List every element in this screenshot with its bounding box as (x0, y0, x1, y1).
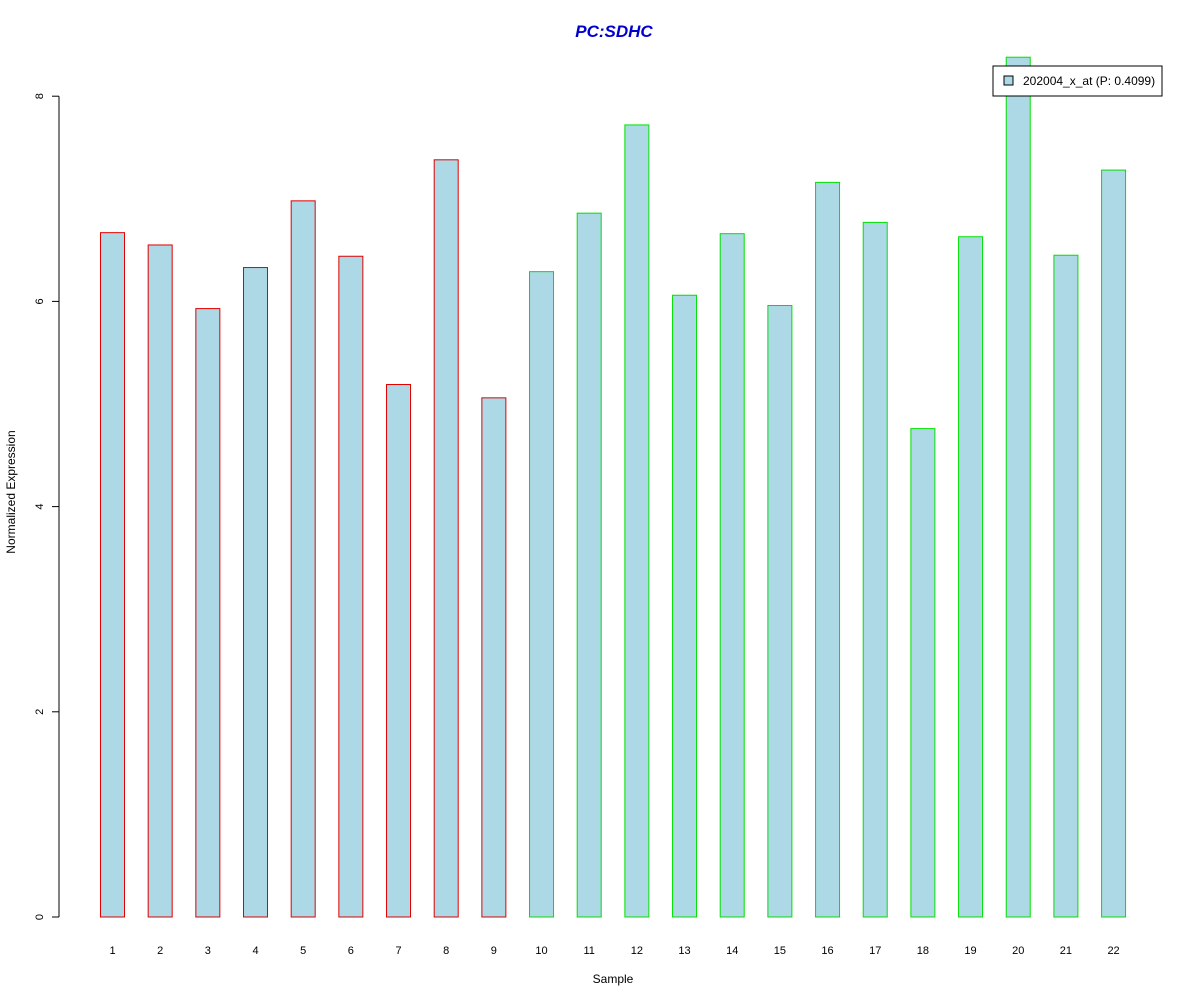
bar (815, 181, 841, 918)
bar (767, 305, 793, 918)
x-tick-label: 6 (348, 945, 354, 957)
x-axis-tick-labels: 1 2 3 4 5 6 7 8 9 10 11 12 13 14 15 16 17 18 19 20 21 22 (109, 945, 1119, 957)
bar (910, 428, 936, 918)
x-tick-label: 15 (774, 945, 786, 957)
x-tick-label: 3 (205, 945, 211, 957)
bar (1005, 56, 1031, 918)
bar (481, 397, 507, 918)
x-tick-label: 19 (964, 945, 976, 957)
bar (195, 308, 221, 918)
y-tick-label: 8 (34, 93, 46, 99)
bar (624, 124, 650, 918)
x-tick-label: 11 (583, 945, 594, 957)
x-tick-label: 12 (631, 945, 643, 957)
bar (1053, 254, 1079, 918)
y-tick-label: 4 (34, 504, 46, 510)
legend-swatch (1003, 75, 1014, 86)
y-tick-label: 2 (34, 709, 46, 715)
x-tick-label: 9 (491, 945, 497, 957)
x-tick-label: 18 (917, 945, 929, 957)
bar (243, 267, 269, 918)
y-tick-label: 6 (34, 298, 46, 304)
x-tick-label: 14 (726, 945, 738, 957)
bar (147, 244, 173, 918)
bar (290, 200, 316, 918)
x-tick-label: 7 (395, 945, 401, 957)
x-tick-label: 1 (109, 945, 115, 957)
y-axis-label: Normalized Expression (4, 430, 18, 553)
bar (338, 255, 364, 918)
bar (386, 384, 412, 918)
bar (719, 233, 745, 918)
x-tick-label: 2 (157, 945, 163, 957)
legend-label: 202004_x_at (P: 0.4099) (1023, 74, 1155, 88)
bar (862, 221, 888, 918)
bar (100, 232, 125, 918)
bar (958, 236, 984, 918)
x-tick-label: 13 (678, 945, 690, 957)
chart-title: PC:SDHC (575, 22, 653, 41)
legend-box (992, 65, 1163, 97)
bar (433, 159, 459, 918)
x-tick-label: 20 (1012, 945, 1024, 957)
y-tick-label: 0 (34, 914, 46, 920)
x-tick-label: 16 (821, 945, 833, 957)
bars (100, 56, 1127, 918)
y-axis: 0 2 4 6 8 (34, 93, 60, 920)
x-tick-label: 17 (869, 945, 881, 957)
x-tick-label: 21 (1060, 945, 1072, 957)
bar (529, 271, 555, 918)
x-tick-label: 10 (535, 945, 547, 957)
x-axis-label: Sample (593, 972, 634, 986)
legend: 202004_x_at (P: 0.4099) (992, 65, 1163, 97)
bar (576, 212, 602, 918)
x-tick-label: 4 (252, 945, 258, 957)
bar (1101, 169, 1127, 918)
x-tick-label: 8 (443, 945, 449, 957)
bar (672, 294, 698, 918)
x-tick-label: 5 (300, 945, 306, 957)
x-tick-label: 22 (1107, 945, 1119, 957)
